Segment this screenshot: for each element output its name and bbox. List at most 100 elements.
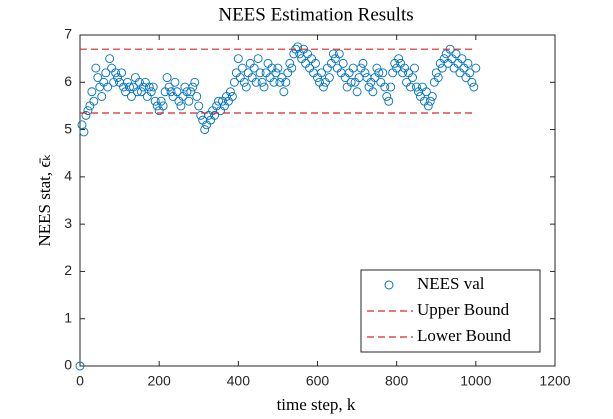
data-point [408, 73, 417, 83]
data-point [287, 63, 297, 73]
data-point [233, 54, 243, 64]
data-point [150, 96, 160, 106]
data-point [194, 101, 204, 111]
data-point [412, 82, 421, 92]
data-point [83, 106, 93, 116]
data-point [237, 63, 247, 73]
data-point [77, 120, 87, 130]
data-point [188, 82, 198, 92]
data-point [144, 82, 154, 92]
data-point [465, 68, 475, 78]
data-point [269, 77, 279, 87]
data-point [210, 110, 220, 120]
data-point [186, 87, 196, 97]
data-point [338, 58, 348, 68]
y-tick-label: 0 [64, 357, 72, 373]
data-point [293, 42, 303, 52]
data-point [271, 68, 281, 78]
y-tick-label: 3 [64, 215, 72, 231]
data-point [97, 92, 107, 101]
data-point [162, 73, 172, 83]
chart-title: NEES Estimation Results [218, 4, 413, 25]
data-point [87, 87, 97, 97]
data-point [239, 77, 249, 87]
legend-label: Upper Bound [417, 300, 510, 319]
data-point [81, 110, 91, 120]
x-tick-label: 400 [227, 373, 251, 389]
data-point [317, 68, 326, 78]
data-point [138, 82, 148, 92]
data-point [334, 49, 344, 59]
data-point [214, 96, 223, 106]
data-point [398, 68, 408, 78]
data-point [111, 68, 121, 78]
data-point [257, 77, 267, 87]
data-point [382, 92, 392, 101]
data-point [437, 63, 447, 73]
x-axis-label: time step, k [277, 395, 356, 414]
data-point [136, 87, 146, 97]
data-point [425, 96, 435, 106]
data-point [467, 77, 477, 87]
legend-symbol [384, 280, 394, 290]
data-point [469, 82, 479, 92]
data-point [311, 58, 320, 68]
data-point [117, 68, 127, 78]
data-point [318, 82, 328, 92]
data-point [158, 101, 168, 111]
data-point [346, 77, 356, 87]
data-point [172, 87, 182, 97]
data-point [324, 73, 334, 83]
plot-frame [79, 34, 556, 367]
plot-area [75, 42, 481, 371]
data-point [368, 87, 378, 97]
data-point [378, 68, 388, 78]
data-point [225, 87, 235, 97]
data-point [89, 96, 99, 106]
data-point [123, 77, 132, 87]
data-point [192, 92, 202, 101]
data-point [384, 96, 394, 106]
data-point [125, 82, 134, 92]
data-point [132, 87, 142, 97]
data-point [273, 63, 283, 73]
data-point [431, 68, 441, 78]
data-point [433, 73, 443, 83]
data-point [156, 96, 166, 106]
data-point [423, 101, 433, 111]
data-point [164, 82, 174, 92]
x-tick-label: 800 [385, 373, 409, 389]
y-tick-label: 1 [64, 309, 72, 325]
data-point [281, 77, 291, 87]
legend-label: NEES val [417, 274, 485, 293]
data-point [427, 92, 437, 101]
data-point [75, 361, 85, 371]
legend-label: Lower Bound [417, 326, 511, 345]
data-point [421, 87, 431, 97]
data-point [176, 101, 186, 111]
data-point [360, 68, 370, 78]
y-axis-label: NEES stat, ϵ̄ₖ [35, 154, 54, 247]
data-point [259, 82, 269, 92]
data-point [184, 96, 194, 106]
x-tick-label: 1000 [460, 373, 491, 389]
data-point [386, 82, 396, 92]
data-point [255, 68, 265, 78]
data-point [410, 63, 419, 73]
data-point [200, 125, 210, 135]
data-point [190, 77, 200, 87]
data-point [328, 49, 338, 59]
data-point [229, 77, 239, 87]
data-point [79, 127, 89, 137]
data-point [406, 82, 415, 92]
data-point [170, 77, 180, 87]
data-point [251, 77, 261, 87]
data-point [249, 63, 259, 73]
data-point [93, 73, 103, 83]
data-point [166, 87, 176, 97]
data-point [103, 82, 113, 92]
data-point [457, 54, 467, 64]
data-point [241, 82, 251, 92]
y-tick-label: 5 [64, 120, 72, 136]
